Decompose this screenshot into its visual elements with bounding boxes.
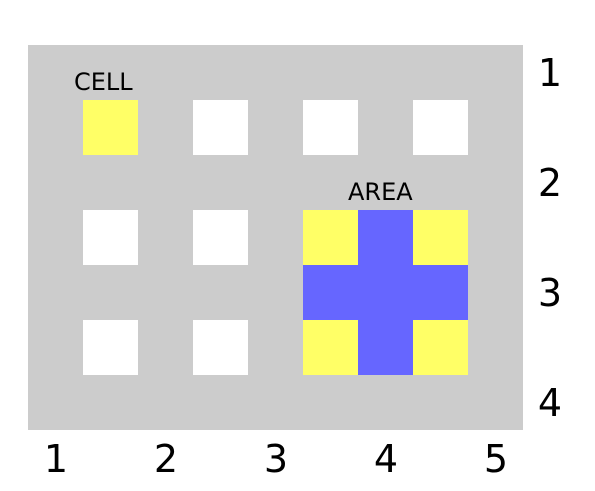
grid-cell[interactable]	[303, 100, 358, 155]
highlighted-cell[interactable]	[413, 320, 468, 375]
highlighted-cell[interactable]	[303, 320, 358, 375]
area-horizontal-bar	[303, 265, 468, 320]
right-axis-tick: 4	[537, 381, 563, 425]
bottom-axis-tick: 1	[43, 437, 69, 481]
bottom-axis-tick: 2	[153, 437, 179, 481]
grid-cell[interactable]	[193, 100, 248, 155]
grid-cell[interactable]	[193, 320, 248, 375]
right-axis-tick: 3	[537, 271, 563, 315]
highlighted-cell[interactable]	[83, 100, 138, 155]
highlighted-cell[interactable]	[413, 210, 468, 265]
area-label: AREA	[348, 178, 413, 206]
grid-cell[interactable]	[83, 320, 138, 375]
right-axis-tick: 2	[537, 161, 563, 205]
right-axis-tick: 1	[537, 51, 563, 95]
cell-label: CELL	[74, 68, 133, 96]
bottom-axis-tick: 5	[483, 437, 509, 481]
grid-cell[interactable]	[413, 100, 468, 155]
highlighted-cell[interactable]	[303, 210, 358, 265]
grid-panel	[28, 45, 523, 430]
bottom-axis-tick: 3	[263, 437, 289, 481]
grid-cell[interactable]	[193, 210, 248, 265]
grid-cell[interactable]	[83, 210, 138, 265]
bottom-axis-tick: 4	[373, 437, 399, 481]
